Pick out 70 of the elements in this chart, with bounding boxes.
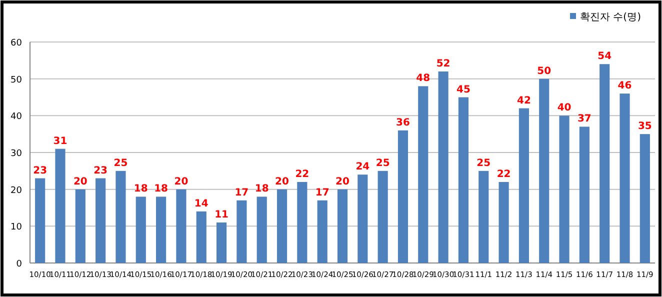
bar	[579, 126, 590, 263]
bar	[620, 94, 630, 263]
data-label: 35	[638, 121, 652, 132]
bar	[276, 189, 288, 263]
bar	[358, 174, 368, 263]
data-label: 31	[53, 136, 68, 147]
bar	[438, 71, 448, 263]
bar	[498, 182, 509, 263]
y-tick-label: 40	[10, 112, 22, 122]
data-label: 11	[214, 209, 229, 220]
bar	[337, 189, 348, 263]
y-tick-label: 50	[10, 75, 22, 86]
bar	[256, 196, 267, 263]
data-label: 20	[174, 176, 188, 188]
data-label: 25	[476, 158, 491, 169]
data-label: 20	[73, 176, 88, 188]
bar	[539, 78, 550, 263]
bar	[116, 170, 126, 263]
bar	[640, 134, 650, 263]
data-label: 23	[33, 165, 48, 176]
bar	[478, 170, 489, 263]
data-label: 36	[396, 117, 410, 128]
data-label: 18	[134, 184, 148, 195]
data-label: 48	[416, 73, 430, 84]
bar	[55, 148, 66, 263]
bar	[458, 97, 469, 263]
data-label: 22	[295, 168, 310, 180]
data-label: 18	[254, 184, 269, 195]
data-label: 54	[598, 51, 612, 62]
data-label: 22	[496, 168, 511, 180]
data-label: 50	[537, 66, 552, 77]
bar	[559, 116, 570, 263]
y-tick-label: 20	[10, 186, 22, 196]
y-tick-label: 10	[10, 222, 22, 233]
data-label: 40	[557, 102, 572, 114]
legend-label: 확진자 수(명)	[580, 12, 642, 23]
bar	[156, 196, 166, 263]
bar	[75, 189, 86, 263]
data-label: 24	[356, 162, 370, 173]
bar	[136, 196, 146, 263]
bar	[398, 130, 408, 263]
y-tick-label: 0	[16, 260, 22, 270]
data-label: 18	[154, 184, 168, 195]
bar	[216, 222, 227, 263]
data-label: 17	[234, 187, 249, 198]
data-label: 20	[275, 176, 290, 188]
bar	[518, 108, 529, 263]
data-label: 25	[376, 158, 390, 169]
data-label: 17	[315, 187, 330, 198]
data-label: 23	[94, 165, 108, 176]
bar	[297, 182, 308, 263]
y-tick-label: 60	[10, 38, 22, 48]
data-label: 46	[618, 80, 632, 92]
bar	[317, 200, 328, 263]
bar	[96, 178, 106, 263]
bar	[600, 64, 610, 263]
data-label: 52	[436, 58, 450, 70]
bar	[176, 189, 186, 263]
data-label: 20	[336, 176, 350, 188]
data-label: 42	[516, 95, 531, 106]
bar	[236, 200, 247, 263]
data-label: 45	[456, 84, 470, 96]
bar	[418, 86, 428, 263]
data-label: 25	[114, 158, 128, 169]
bar	[378, 170, 388, 263]
bar	[35, 178, 46, 263]
y-tick-label: 30	[10, 149, 22, 159]
data-label: 37	[577, 114, 592, 125]
bar	[196, 211, 206, 263]
data-label: 14	[194, 198, 208, 210]
